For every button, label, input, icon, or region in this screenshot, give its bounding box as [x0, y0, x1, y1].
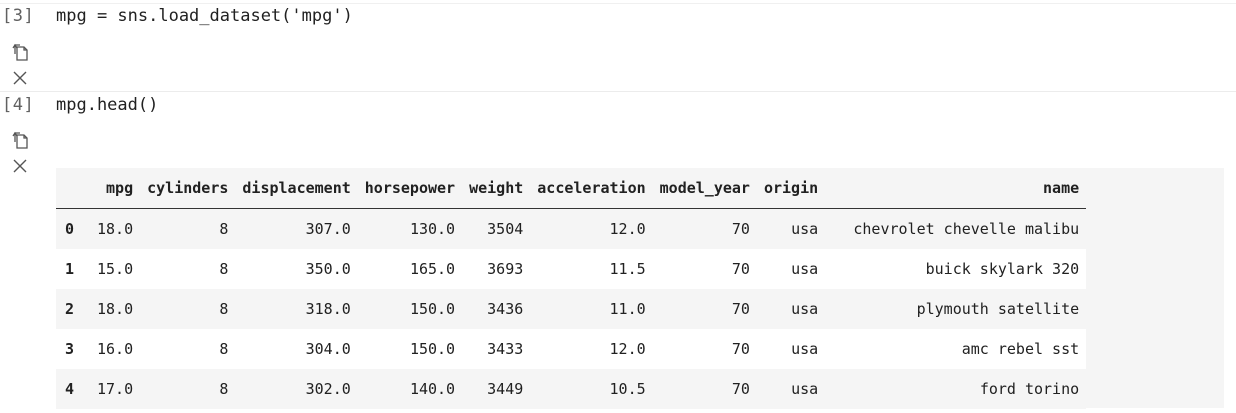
table-cell: 15.0: [97, 260, 134, 278]
table-cell: 17.0: [97, 380, 134, 398]
table-cell: buick skylark 320: [925, 260, 1080, 278]
table-cell: usa: [791, 340, 819, 358]
cell-divider: [0, 91, 1236, 92]
row-index: 2: [65, 300, 75, 318]
table-cell: usa: [791, 380, 819, 398]
table-cell: 70: [731, 260, 750, 278]
table-cell: 70: [731, 340, 750, 358]
table-cell: 150.0: [409, 340, 456, 358]
table-cell: 8: [219, 220, 229, 238]
table-cell: 302.0: [305, 380, 351, 398]
table-cell: 150.0: [409, 300, 456, 318]
table-cell: 11.0: [609, 300, 646, 318]
table-row: 3 16.0 8 304.0 150.0 3433 12.0 70 usa amc rebel s…: [56, 329, 1087, 369]
table-cell: 12.0: [609, 340, 646, 358]
table-cell: 3436: [487, 300, 524, 318]
close-icon[interactable]: [10, 68, 30, 88]
header-displacement: displacement: [235, 168, 358, 209]
table-cell: chevrolet chevelle malibu: [853, 220, 1080, 238]
table-cell: usa: [791, 220, 819, 238]
table-header-row: mpg cylinders displacement horsepower we…: [56, 168, 1087, 209]
table-row: 4 17.0 8 302.0 140.0 3449 10.5 70 usa ford torino: [56, 369, 1087, 409]
table-row: 0 18.0 8 307.0 130.0 3504 12.0 70 usa chevrolet c…: [56, 208, 1087, 249]
table-cell: 130.0: [409, 220, 456, 238]
top-divider: [0, 3, 1236, 4]
cell-prompt: [3]: [2, 6, 35, 26]
dataframe-table: mpg cylinders displacement horsepower we…: [56, 168, 1087, 409]
header-acceleration: acceleration: [530, 168, 653, 209]
header-mpg: mpg: [90, 168, 141, 209]
table-cell: 140.0: [409, 380, 456, 398]
table-cell: 11.5: [609, 260, 646, 278]
copy-icon[interactable]: [10, 42, 30, 62]
table-cell: 12.0: [609, 220, 646, 238]
header-weight: weight: [462, 168, 531, 209]
table-cell: amc rebel sst: [961, 340, 1080, 358]
table-cell: 8: [219, 260, 229, 278]
header-name: name: [825, 168, 1087, 209]
table-cell: usa: [791, 260, 819, 278]
table-cell: 16.0: [97, 340, 134, 358]
copy-icon[interactable]: [10, 130, 30, 150]
table-cell: 18.0: [97, 220, 134, 238]
table-cell: 3449: [487, 380, 524, 398]
code-cell-3[interactable]: [3] mpg = sns.load_dataset('mpg'): [0, 0, 1236, 92]
header-origin: origin: [756, 168, 826, 209]
cell-prompt: [4]: [2, 95, 35, 115]
table-cell: 165.0: [409, 260, 456, 278]
table-cell: 318.0: [305, 300, 351, 318]
header-model-year: model_year: [652, 168, 757, 209]
table-cell: 8: [219, 340, 229, 358]
table-cell: 3504: [487, 220, 524, 238]
table-cell: ford torino: [979, 380, 1080, 398]
code-cell-4[interactable]: [4] mpg.head() mpg cylinders displacemen…: [0, 92, 1236, 413]
header-horsepower: horsepower: [357, 168, 463, 209]
table-cell: 18.0: [97, 300, 134, 318]
code-input[interactable]: mpg = sns.load_dataset('mpg'): [56, 6, 353, 26]
row-index: 4: [65, 380, 75, 398]
code-input[interactable]: mpg.head(): [56, 95, 159, 115]
header-cylinders: cylinders: [140, 168, 236, 209]
cell-output: mpg cylinders displacement horsepower we…: [56, 168, 1224, 409]
table-cell: 8: [219, 380, 229, 398]
table-cell: 10.5: [609, 380, 646, 398]
table-cell: 70: [731, 220, 750, 238]
table-cell: 350.0: [305, 260, 351, 278]
table-row: 1 15.0 8 350.0 165.0 3693 11.5 70 usa buick skyla…: [56, 249, 1087, 289]
table-cell: 70: [731, 300, 750, 318]
row-index: 1: [65, 260, 75, 278]
table-cell: usa: [791, 300, 819, 318]
header-index: [56, 168, 90, 209]
table-row: 2 18.0 8 318.0 150.0 3436 11.0 70 usa plymouth sa…: [56, 289, 1087, 329]
table-cell: 307.0: [305, 220, 351, 238]
row-index: 0: [65, 220, 75, 238]
table-cell: 8: [219, 300, 229, 318]
close-icon[interactable]: [10, 156, 30, 176]
table-cell: 3433: [487, 340, 524, 358]
table-cell: 3693: [487, 260, 524, 278]
table-cell: 304.0: [305, 340, 351, 358]
table-cell: 70: [731, 380, 750, 398]
table-cell: plymouth satellite: [916, 300, 1080, 318]
row-index: 3: [65, 340, 75, 358]
